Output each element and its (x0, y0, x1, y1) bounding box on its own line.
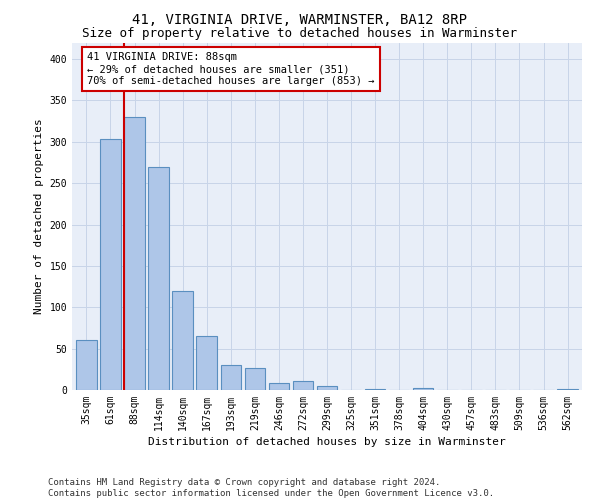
X-axis label: Distribution of detached houses by size in Warminster: Distribution of detached houses by size … (148, 437, 506, 447)
Bar (124, 117, 145, 390)
Text: Contains HM Land Registry data © Crown copyright and database right 2024.
Contai: Contains HM Land Registry data © Crown c… (48, 478, 494, 498)
Bar (172, 290, 193, 390)
Bar (293, 381, 313, 390)
Bar (365, 389, 385, 390)
Bar (76, 340, 97, 390)
Bar (269, 384, 289, 390)
Text: Size of property relative to detached houses in Warminster: Size of property relative to detached ho… (83, 28, 517, 40)
Bar (100, 140, 121, 390)
Bar (148, 166, 169, 390)
Bar (196, 336, 217, 390)
Y-axis label: Number of detached properties: Number of detached properties (34, 118, 44, 314)
Bar (557, 389, 578, 390)
Text: 41 VIRGINIA DRIVE: 88sqm
← 29% of detached houses are smaller (351)
70% of semi-: 41 VIRGINIA DRIVE: 88sqm ← 29% of detach… (87, 52, 374, 86)
Bar (245, 368, 265, 390)
Bar (221, 365, 241, 390)
Bar (413, 388, 433, 390)
Text: 41, VIRGINIA DRIVE, WARMINSTER, BA12 8RP: 41, VIRGINIA DRIVE, WARMINSTER, BA12 8RP (133, 12, 467, 26)
Bar (317, 386, 337, 390)
